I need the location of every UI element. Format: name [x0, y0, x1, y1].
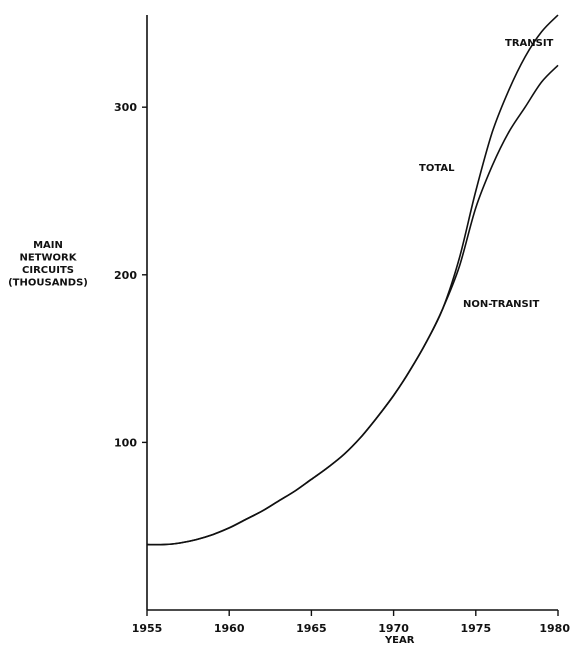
y-axis-ticks: 100 200 300	[114, 101, 147, 449]
y-tick-label: 200	[114, 269, 137, 282]
y-axis-title-line: CIRCUITS	[22, 265, 74, 276]
series-line-total	[146, 14, 559, 546]
x-tick-label: 1955	[132, 622, 163, 635]
series-annotations: TRANSIT TOTAL NON-TRANSIT	[419, 38, 554, 310]
series-lines	[146, 14, 559, 546]
x-axis-title: YEAR	[384, 635, 415, 646]
x-tick-label: 1960	[214, 622, 245, 635]
annotation-total: TOTAL	[419, 163, 455, 174]
x-axis-ticks: 1955 1960 1965 1970 1975 1980	[132, 610, 570, 635]
y-axis-title-line: MAIN	[33, 240, 63, 251]
y-axis-title-line: (THOUSANDS)	[8, 278, 88, 289]
annotation-transit: TRANSIT	[505, 38, 554, 49]
y-tick-label: 100	[114, 436, 137, 449]
series-line-non-transit	[146, 64, 559, 546]
x-tick-label: 1980	[539, 622, 570, 635]
x-tick-label: 1975	[460, 622, 491, 635]
y-tick-label: 300	[114, 101, 137, 114]
x-tick-label: 1970	[378, 622, 409, 635]
y-axis-title-line: NETWORK	[19, 253, 77, 264]
annotation-non-transit: NON-TRANSIT	[463, 299, 539, 310]
x-tick-label: 1965	[296, 622, 327, 635]
